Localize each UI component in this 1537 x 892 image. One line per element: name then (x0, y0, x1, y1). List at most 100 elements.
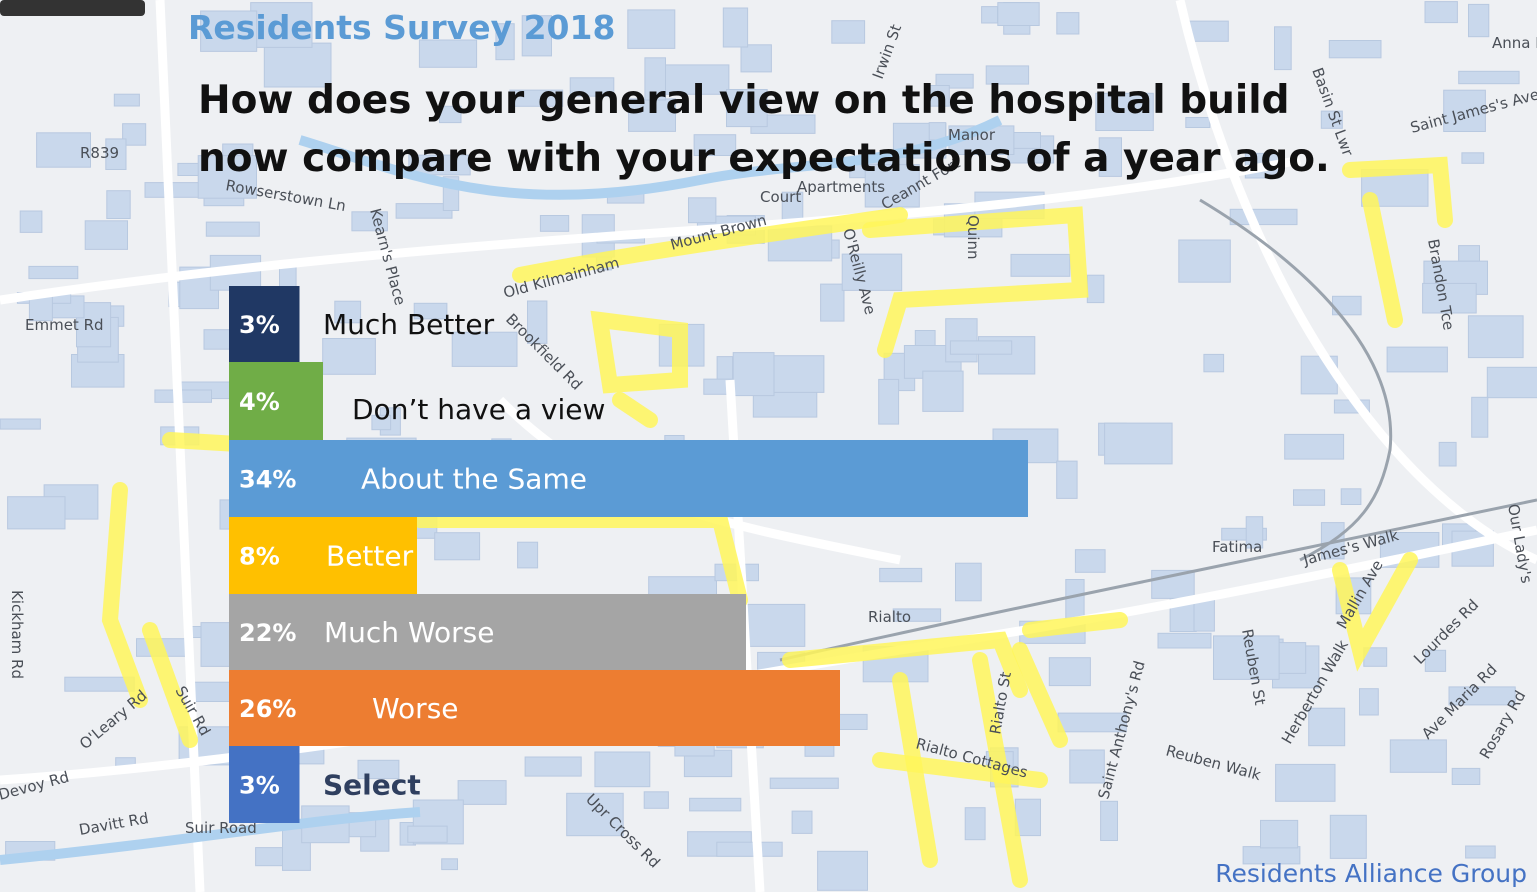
map-building (892, 608, 942, 622)
map-building (1010, 253, 1071, 277)
map-building (1424, 649, 1447, 672)
map-building (1284, 433, 1345, 460)
map-building (740, 44, 772, 73)
map-building (726, 89, 768, 128)
map-building (1048, 657, 1091, 687)
map-building (1461, 152, 1485, 164)
map-building (1178, 239, 1231, 283)
map-building (527, 300, 548, 344)
map-building (1467, 315, 1524, 359)
bar (229, 670, 840, 746)
map-building (964, 807, 986, 841)
map-building (1328, 40, 1382, 59)
map-building (1340, 488, 1362, 505)
bar (229, 440, 1028, 517)
map-building (569, 77, 615, 97)
map-building (1443, 89, 1486, 132)
map-building (627, 9, 676, 49)
map-building (1329, 814, 1367, 859)
map-street-label: Quinn (964, 215, 982, 260)
question-line-1: How does your general view on the hospit… (198, 78, 1290, 123)
map-building (7, 496, 66, 530)
map-building (84, 220, 128, 250)
map-street-label: R839 (80, 144, 119, 162)
map-street-label: Apartments (797, 178, 885, 196)
map-building (1451, 767, 1481, 786)
bar-category-label: Don’t have a view (352, 393, 605, 426)
map-building (732, 352, 775, 397)
map-building (914, 330, 936, 346)
map-building (864, 164, 920, 208)
map-building (764, 355, 825, 393)
map-building (322, 338, 376, 375)
map-building (408, 154, 471, 176)
map-building (716, 841, 783, 857)
map-building (200, 10, 258, 52)
map-street-label: Kickham Rd (8, 590, 26, 679)
map-street-label: Rialto (868, 608, 911, 626)
map-building (521, 15, 553, 57)
map-street-label: Anna Livia (1492, 34, 1537, 52)
map-building (1157, 632, 1212, 649)
map-building (1359, 688, 1379, 716)
map-building (1260, 819, 1299, 849)
map-building (106, 190, 131, 219)
footer-org: Residents Alliance Group (1215, 859, 1527, 888)
map-building (1293, 489, 1326, 506)
map-building (457, 780, 507, 805)
bar (229, 594, 746, 670)
map-building (1422, 282, 1477, 314)
map-building (922, 370, 964, 412)
map-building (791, 810, 813, 834)
map-building (197, 155, 257, 199)
map-building (1274, 26, 1292, 71)
map-building (1458, 70, 1520, 85)
map-building (0, 418, 41, 430)
map-building (928, 85, 950, 107)
map-building (1095, 92, 1154, 132)
map-building (1213, 635, 1280, 680)
map-building (19, 210, 43, 233)
map-building (517, 541, 539, 569)
map-building (122, 123, 147, 146)
map-building (351, 211, 388, 232)
question-line-2: now compare with your expectations of a … (198, 136, 1330, 181)
map-building (935, 73, 974, 89)
map-building (997, 2, 1040, 26)
map-building (722, 7, 749, 48)
map-building (985, 65, 1030, 85)
map-street-label: Manor (948, 126, 996, 144)
map-building (955, 562, 982, 602)
map-building (28, 265, 79, 280)
map-building (1221, 527, 1267, 541)
map-street-label: Suir Road (185, 819, 257, 837)
map-building (693, 134, 737, 156)
map-building (1468, 3, 1490, 38)
map-building (878, 378, 900, 425)
map-building (566, 792, 624, 837)
map-building (1471, 396, 1489, 438)
bar-value-label: 34% (239, 466, 296, 494)
map-building (418, 39, 478, 68)
map-building (817, 850, 868, 891)
map-building (594, 751, 651, 788)
map-building (945, 318, 978, 363)
bar (229, 362, 323, 440)
map-building (334, 300, 362, 324)
bar-value-label: 3% (239, 772, 280, 800)
map-building (1448, 686, 1516, 706)
map-building (841, 253, 903, 291)
map-building (1185, 117, 1211, 128)
map-building (441, 858, 459, 871)
map-building (1098, 137, 1122, 177)
bar-category-label: About the Same (361, 463, 587, 496)
bar (229, 746, 300, 823)
map-building (769, 777, 839, 789)
bar-category-label: Select (323, 769, 421, 802)
map-building (524, 756, 582, 777)
map-building (105, 138, 127, 170)
bar-category-label: Better (326, 540, 414, 573)
map-building (1486, 366, 1537, 399)
bar-value-label: 22% (239, 619, 296, 647)
